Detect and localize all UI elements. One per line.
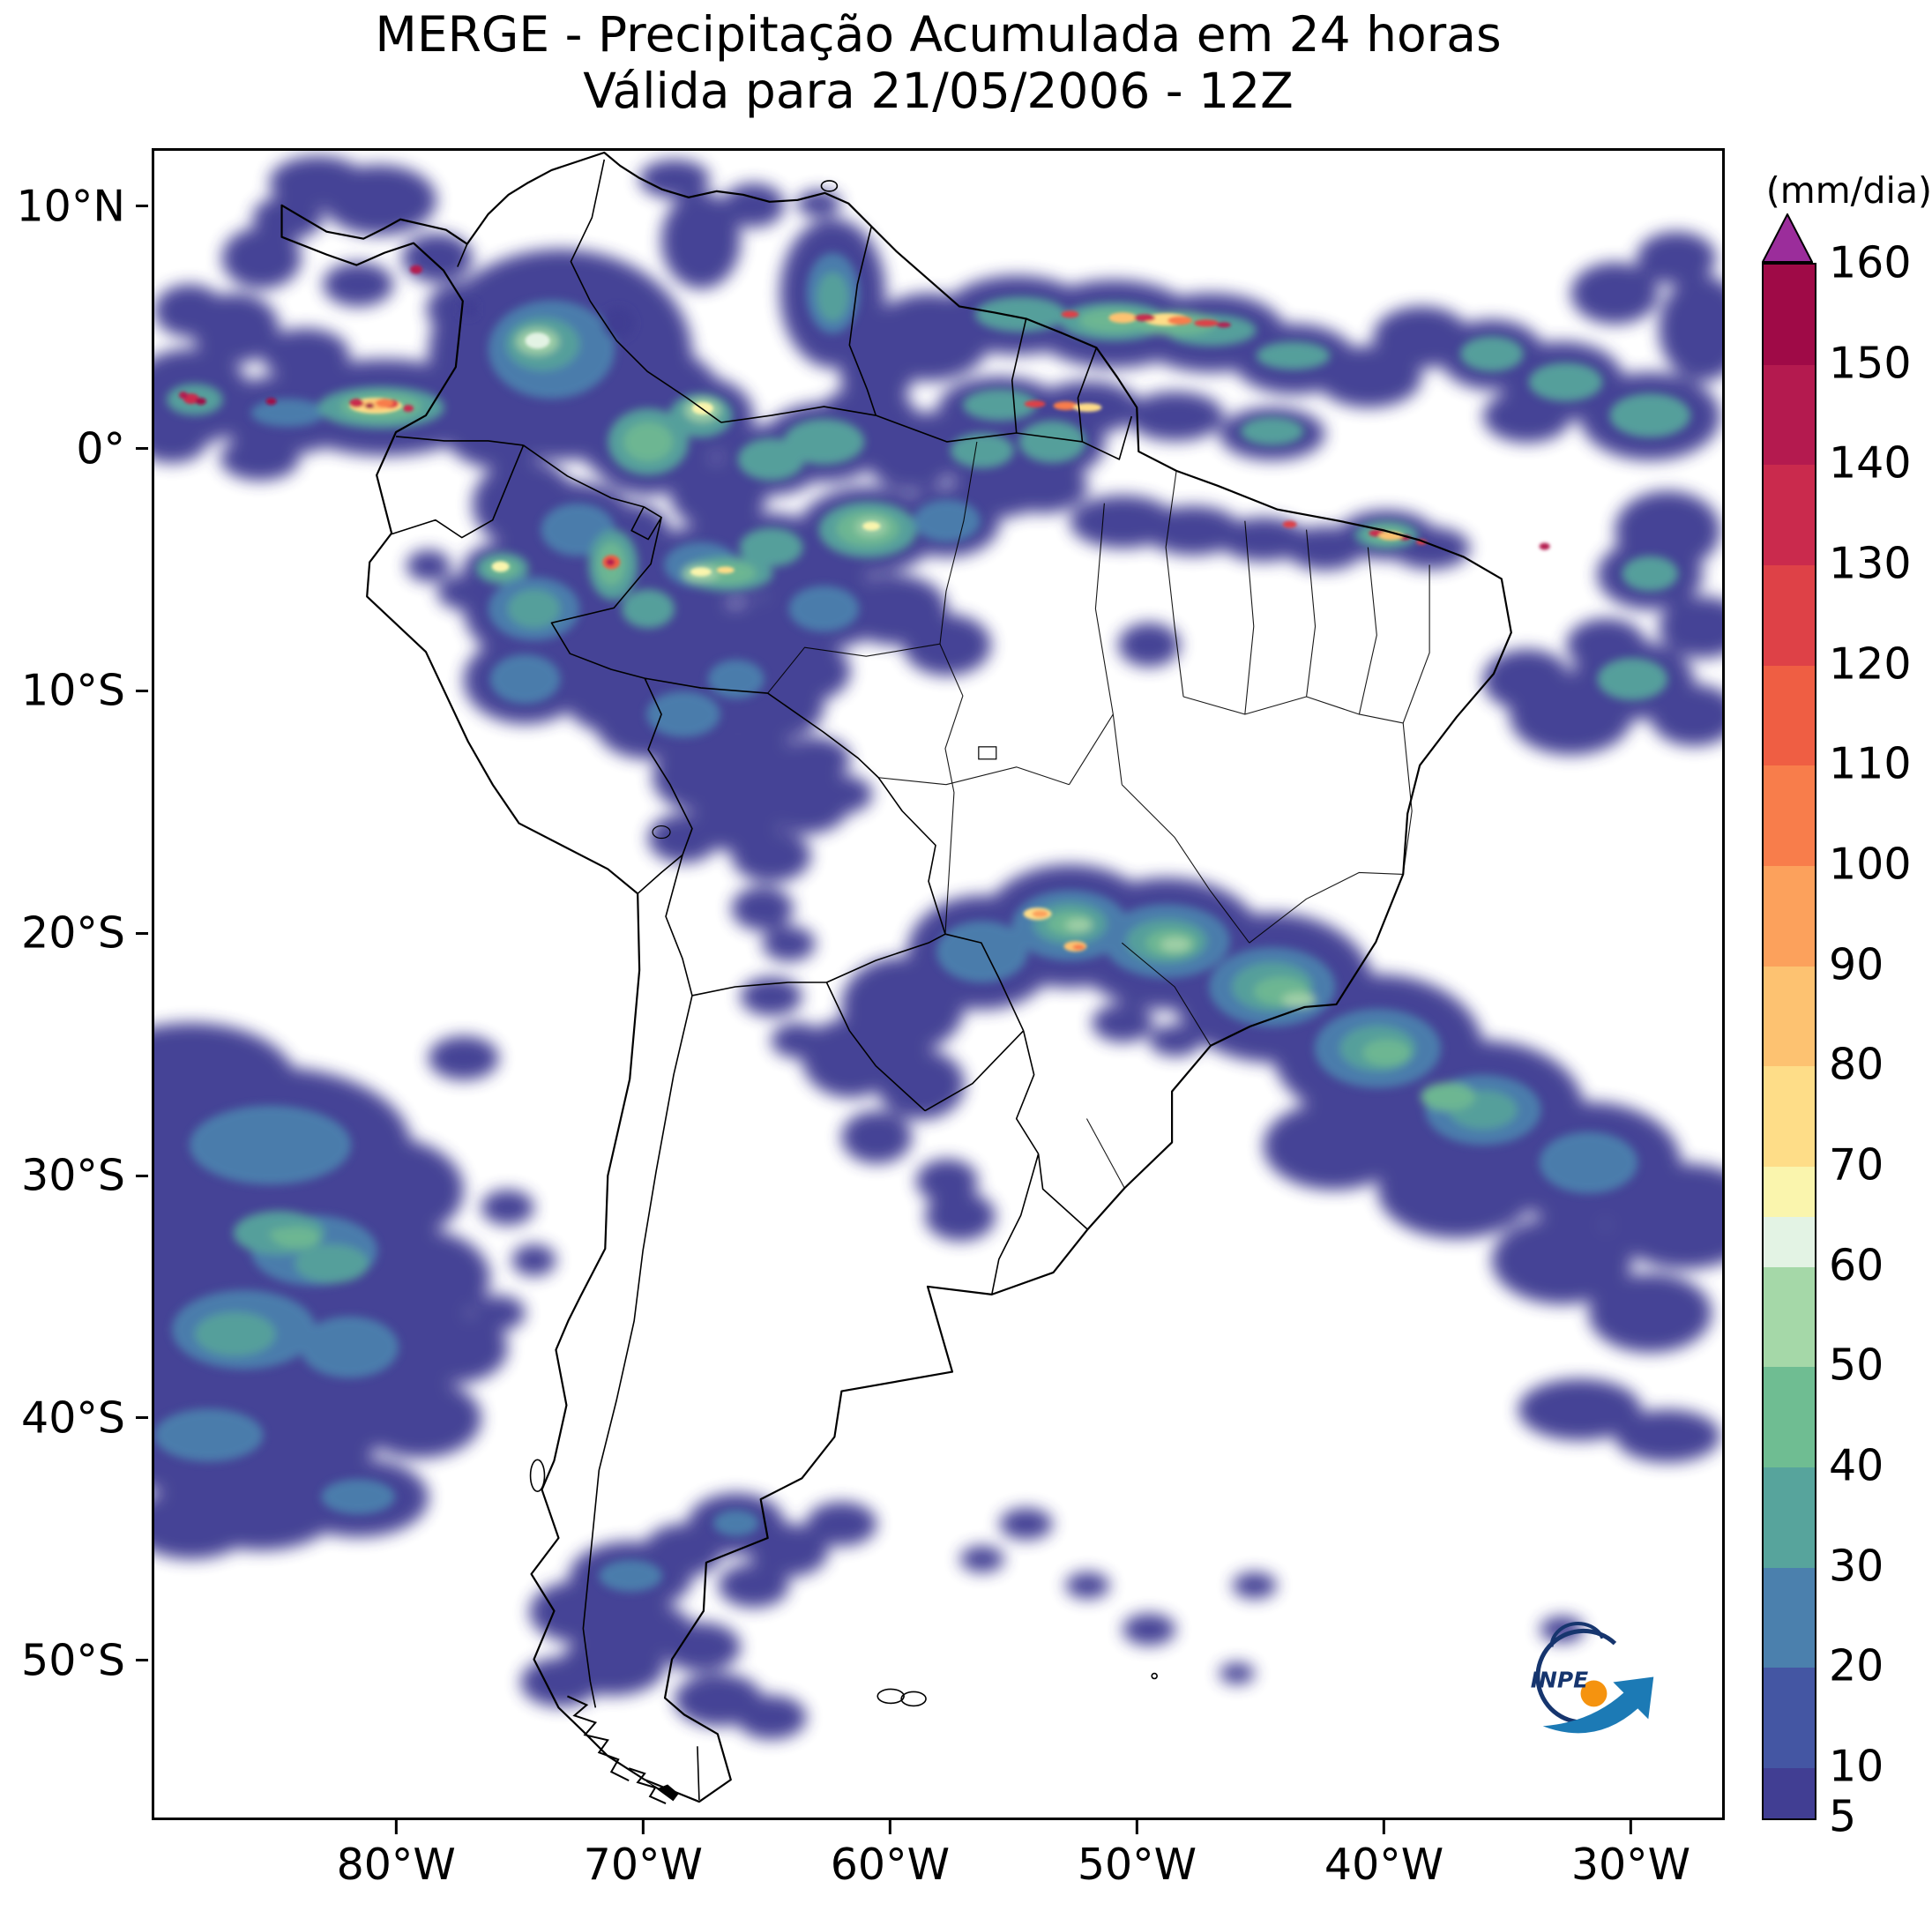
- colorbar-tick-label: 5: [1829, 1791, 1857, 1842]
- map-plot-frame: INPE: [152, 148, 1725, 1820]
- y-tick-label: 40°S: [21, 1392, 125, 1444]
- colorbar-unit-label: (mm/dia): [1765, 169, 1932, 212]
- precip-high-intensity-layer: [178, 265, 1550, 952]
- colorbar-tick-label: 100: [1829, 839, 1912, 890]
- colorbar-segment-90-100: [1764, 866, 1815, 967]
- inpe-logo-orange-dot: [1580, 1680, 1608, 1707]
- colorbar-tick-label: 120: [1829, 638, 1912, 690]
- y-tick-label: 30°S: [21, 1150, 125, 1201]
- colorbar-tick-label: 60: [1829, 1240, 1884, 1291]
- colorbar-segment-150-160: [1764, 265, 1815, 365]
- colorbar-tick-label: 140: [1829, 437, 1912, 489]
- precip-low-intensity-layer: [154, 155, 1722, 1740]
- colorbar-tick-label: 30: [1829, 1541, 1884, 1592]
- colorbar-segment-50-60: [1764, 1266, 1815, 1368]
- x-tick-label: 30°W: [1571, 1820, 1690, 1890]
- colorbar-segment-40-50: [1764, 1367, 1815, 1468]
- colorbar-segment-100-110: [1764, 765, 1815, 867]
- x-tick-label: 60°W: [831, 1820, 950, 1890]
- map-canvas: INPE: [154, 151, 1722, 1804]
- y-axis: 10°N 0° 10°S 20°S 30°S 40°S 50°S: [0, 148, 141, 1820]
- colorbar-tick-label: 130: [1829, 538, 1912, 589]
- colorbar: (mm/dia) 160 150 140 130 120 110 100 90 …: [1761, 169, 1932, 1862]
- colorbar-segment-30-40: [1764, 1467, 1815, 1568]
- colorbar-tick-label: 90: [1829, 939, 1884, 990]
- x-tick-label: 50°W: [1078, 1820, 1197, 1890]
- colorbar-tick-label: 10: [1829, 1741, 1884, 1792]
- chart-title-line2: Válida para 21/05/2006 - 12Z: [583, 62, 1294, 119]
- x-tick-label: 40°W: [1324, 1820, 1443, 1890]
- y-tick-label: 0°: [76, 423, 125, 474]
- y-tick-label: 50°S: [21, 1635, 125, 1686]
- colorbar-tick-label: 40: [1829, 1440, 1884, 1491]
- chart-title: MERGE - Precipitação Acumulada em 24 hor…: [152, 6, 1725, 120]
- x-tick-label: 70°W: [584, 1820, 703, 1890]
- colorbar-tick-label: 150: [1829, 338, 1912, 389]
- inpe-logo-text: INPE: [1531, 1667, 1588, 1692]
- colorbar-tick-label: 70: [1829, 1139, 1884, 1191]
- colorbar-tick-label: 20: [1829, 1640, 1884, 1691]
- colorbar-segment-80-90: [1764, 966, 1815, 1067]
- chart-title-line1: MERGE - Precipitação Acumulada em 24 hor…: [375, 6, 1502, 63]
- colorbar-segment-120-130: [1764, 565, 1815, 666]
- colorbar-segment-5-10: [1764, 1768, 1815, 1818]
- colorbar-gradient: [1762, 263, 1816, 1820]
- colorbar-ticks: 160 150 140 130 120 110 100 90 80 70 60 …: [1829, 238, 1932, 1842]
- country-borders: [391, 159, 1133, 1801]
- x-axis: 80°W 70°W 60°W 50°W 40°W 30°W: [152, 1820, 1725, 1908]
- x-tick-label: 80°W: [337, 1820, 456, 1890]
- coastline: [280, 151, 1512, 1803]
- colorbar-tick-label: 160: [1829, 237, 1912, 288]
- colorbar-segment-140-150: [1764, 364, 1815, 466]
- y-tick-label: 10°S: [21, 665, 125, 716]
- precip-mid-intensity-layer: [154, 252, 1691, 1592]
- colorbar-over-triangle: [1761, 212, 1814, 266]
- inpe-logo-arrow: [1542, 1676, 1654, 1734]
- colorbar-segment-10-20: [1764, 1668, 1815, 1769]
- state-borders: [767, 441, 1430, 1189]
- colorbar-segment-60-65: [1764, 1216, 1815, 1267]
- inpe-logo: INPE: [1531, 1622, 1654, 1734]
- y-tick-label: 20°S: [21, 907, 125, 959]
- colorbar-tick-label: 80: [1829, 1039, 1884, 1090]
- y-tick-label: 10°N: [16, 181, 125, 232]
- islands-and-lakes: [529, 180, 1158, 1804]
- colorbar-tick-label: 110: [1829, 738, 1912, 789]
- colorbar-segment-70-80: [1764, 1066, 1815, 1168]
- inpe-logo-swirl: [1549, 1622, 1605, 1647]
- colorbar-tick-label: 50: [1829, 1340, 1884, 1391]
- colorbar-segment-130-140: [1764, 465, 1815, 566]
- colorbar-segment-110-120: [1764, 665, 1815, 766]
- colorbar-segment-20-30: [1764, 1567, 1815, 1668]
- colorbar-segment-65-70: [1764, 1167, 1815, 1217]
